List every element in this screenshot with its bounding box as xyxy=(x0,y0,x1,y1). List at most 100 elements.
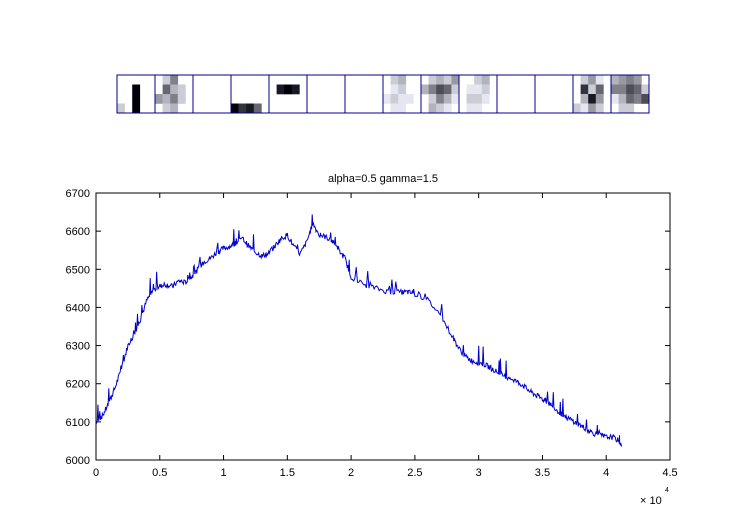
strip-cell xyxy=(428,84,437,95)
strip-cell xyxy=(177,94,186,104)
strip-cell xyxy=(481,75,490,85)
strip-cell xyxy=(390,75,399,85)
strip-cell xyxy=(436,84,445,95)
strip-cell xyxy=(611,94,619,104)
plot-axes xyxy=(95,192,671,461)
strip-cell xyxy=(284,84,293,95)
strip-cell xyxy=(451,84,460,95)
strip-cell xyxy=(231,103,239,114)
strip-cell xyxy=(390,84,399,95)
strip-cell xyxy=(474,94,483,104)
chart-title: alpha=0.5 gamma=1.5 xyxy=(328,173,438,185)
strip-cell xyxy=(595,84,604,95)
strip-cell xyxy=(276,84,285,95)
strip-cell xyxy=(405,94,414,104)
y-tick-labels: 6000 6100 6200 6300 6400 6500 6600 6700 xyxy=(66,188,90,467)
strip-cell xyxy=(618,103,627,114)
strip-cell xyxy=(132,103,141,114)
strip-cell xyxy=(474,103,483,114)
strip-cell xyxy=(641,84,650,95)
strip-cell xyxy=(132,84,141,95)
x-tick-label: 1 xyxy=(220,467,226,479)
strip-cell xyxy=(466,94,475,104)
strip-cell xyxy=(443,103,452,114)
strip-cell xyxy=(155,94,163,104)
strip-cell xyxy=(117,103,125,114)
strip-cell xyxy=(626,103,635,114)
strip-cell xyxy=(588,75,597,85)
x-tick-label: 2 xyxy=(348,467,354,479)
y-tick-label: 6200 xyxy=(66,379,90,391)
strip-cell xyxy=(481,84,490,95)
strip-cell xyxy=(436,103,445,114)
strip-cell xyxy=(618,94,627,104)
y-tick-label: 6000 xyxy=(66,455,90,467)
strip-cell xyxy=(170,103,179,114)
y-tick-label: 6100 xyxy=(66,417,90,429)
strip-cell xyxy=(428,94,437,104)
strip-cell xyxy=(162,75,171,85)
strip-cell xyxy=(162,84,171,95)
strip-cell xyxy=(618,75,627,85)
strip-cell xyxy=(626,94,635,104)
y-tick-label: 6400 xyxy=(66,302,90,314)
strip-cell xyxy=(481,94,490,104)
x-tick-label: 4.5 xyxy=(662,467,677,479)
y-tick-label: 6300 xyxy=(66,341,90,353)
strip-frame xyxy=(116,74,650,114)
strip-cell xyxy=(253,103,262,114)
strip-cell xyxy=(588,103,597,114)
strip-cell xyxy=(474,84,483,95)
x-tick-label: 4 xyxy=(603,467,609,479)
x-exponent-power: 4 xyxy=(665,487,669,494)
series-line xyxy=(95,214,622,447)
strip-cell xyxy=(573,103,581,114)
strip-cell xyxy=(611,84,619,95)
strip-cell xyxy=(611,75,619,85)
y-tick-label: 6500 xyxy=(66,264,90,276)
strip-cell xyxy=(398,94,407,104)
strip-cell xyxy=(626,84,635,95)
y-tick-label: 6700 xyxy=(66,188,90,200)
strip-cell xyxy=(618,84,627,95)
strip-cell xyxy=(390,94,399,104)
strip-cell xyxy=(443,94,452,104)
strip-cell xyxy=(132,94,141,104)
strip-cell xyxy=(383,94,391,104)
strip-cell xyxy=(170,94,179,104)
axis-ticks xyxy=(95,192,671,461)
feature-strip xyxy=(116,74,650,114)
strip-cell xyxy=(436,94,445,104)
x-tick-label: 0 xyxy=(93,467,99,479)
x-tick-label: 1.5 xyxy=(280,467,295,479)
strip-cell xyxy=(466,84,475,95)
strip-cell xyxy=(246,103,255,114)
strip-cell xyxy=(428,103,437,114)
strip-cell xyxy=(466,103,475,114)
x-tick-label: 2.5 xyxy=(407,467,422,479)
strip-cell xyxy=(595,75,604,85)
y-tick-label: 6600 xyxy=(66,226,90,238)
strip-cell xyxy=(451,75,460,85)
strip-cell xyxy=(162,103,171,114)
x-exponent-label: × 10 xyxy=(640,495,662,507)
strip-cell xyxy=(398,75,407,85)
strip-cell xyxy=(580,103,589,114)
strip-cell xyxy=(177,84,186,95)
x-tick-label: 3 xyxy=(476,467,482,479)
strip-cell xyxy=(633,94,642,104)
strip-cell xyxy=(588,94,597,104)
strip-cell xyxy=(291,84,300,95)
strip-cell xyxy=(595,103,604,114)
strip-cell xyxy=(588,84,597,95)
strip-cell xyxy=(436,75,445,85)
strip-cell xyxy=(580,84,589,95)
x-tick-label: 0.5 xyxy=(152,467,167,479)
strip-cell xyxy=(421,84,429,95)
strip-cell xyxy=(580,94,589,104)
strip-cell xyxy=(474,75,483,85)
x-tick-label: 3.5 xyxy=(535,467,550,479)
strip-cell xyxy=(162,94,171,104)
strip-cell xyxy=(238,103,247,114)
